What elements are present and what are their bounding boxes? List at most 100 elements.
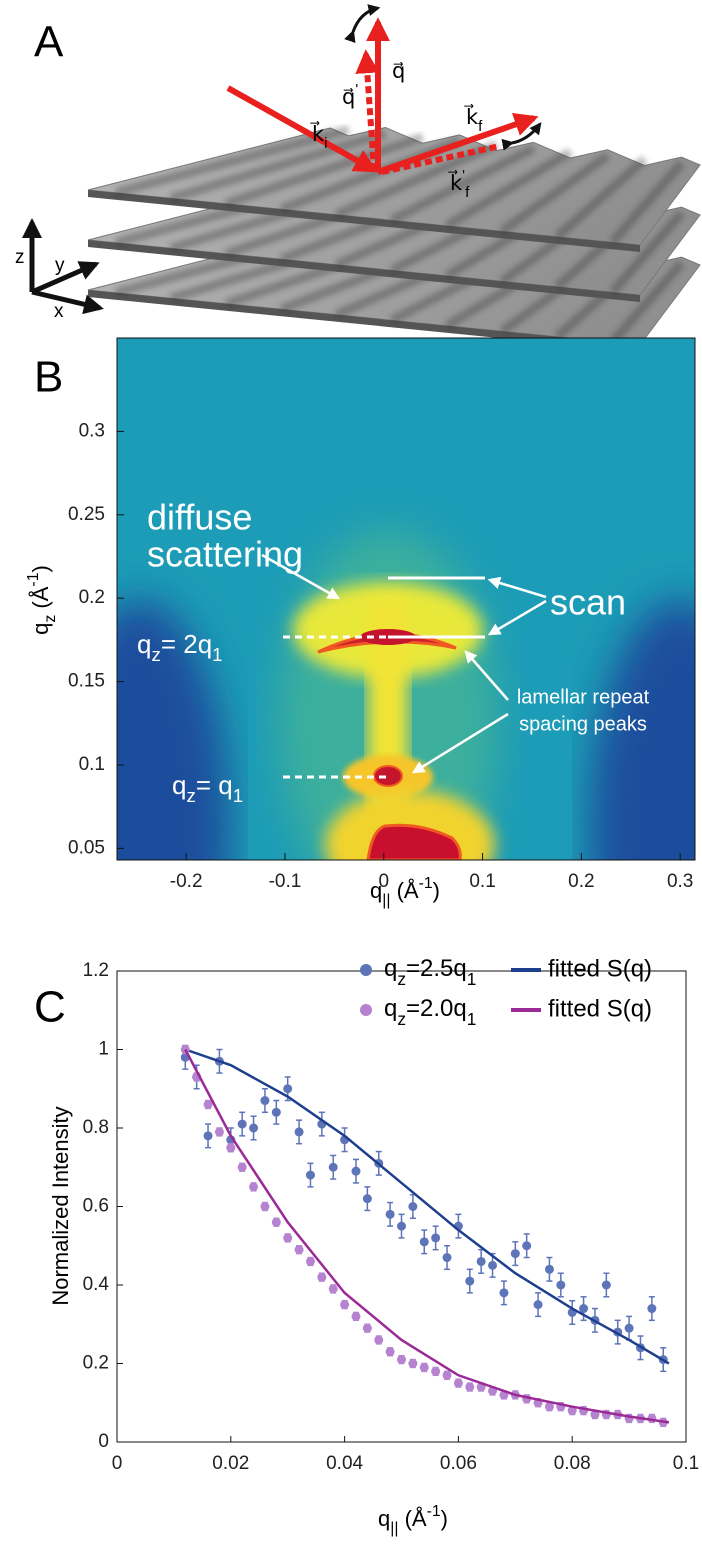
- panel-label: C: [34, 983, 66, 1032]
- marker: [260, 1096, 270, 1106]
- marker: [362, 1323, 372, 1333]
- text-part: f: [478, 118, 483, 135]
- marker: [465, 1382, 475, 1392]
- marker: [214, 1127, 224, 1137]
- text-part: ): [28, 565, 53, 572]
- marker: [590, 1410, 600, 1420]
- x-tick-label: 0.1: [673, 1453, 699, 1474]
- x-tick-label: 0.3: [667, 871, 693, 892]
- marker: [385, 1347, 395, 1357]
- text-part: q: [384, 955, 397, 982]
- panel-label: A: [34, 18, 64, 67]
- kf-label: k⃗f: [464, 104, 483, 135]
- text-part: -1: [427, 1503, 441, 1520]
- sheet-ridge: [609, 160, 685, 246]
- low-intensity: [117, 600, 230, 860]
- sheet-ridge: [609, 260, 685, 346]
- marker: [419, 1362, 429, 1372]
- pointer: [464, 650, 509, 701]
- marker: [556, 1280, 566, 1290]
- x-tick-label: 0: [112, 1453, 123, 1474]
- x-tick-label: 0.08: [554, 1453, 591, 1474]
- marker: [397, 1355, 406, 1365]
- text-part: q⃗: [342, 86, 355, 109]
- text-part: q: [172, 770, 186, 800]
- marker: [533, 1300, 543, 1310]
- y-tick-label: 0.3: [79, 420, 105, 441]
- scatter-panel: 0 0.02 0.04 0.06 0.08 0.100.20.40.60.811.2q||…: [48, 955, 699, 1536]
- legend-marker: [360, 1004, 372, 1016]
- text-part: 1: [467, 969, 477, 989]
- panel-label: B: [34, 353, 63, 402]
- marker: [249, 1182, 259, 1192]
- x-axis: [31, 289, 104, 315]
- annotation: qz= q1: [172, 770, 243, 807]
- sheet-ridge: [169, 129, 387, 203]
- marker: [351, 1166, 361, 1176]
- marker: [476, 1256, 486, 1266]
- text-part: 1: [467, 1009, 477, 1029]
- text-part: z: [42, 615, 59, 623]
- text-part: =2.0q: [406, 995, 467, 1022]
- kf-prime-arrow: [381, 143, 501, 175]
- y-tick-label: 1.2: [83, 960, 109, 981]
- marker: [351, 1311, 361, 1321]
- text-part: = q: [196, 770, 233, 800]
- marker: [624, 1323, 634, 1333]
- text-part: ': [462, 167, 465, 184]
- text-part: f: [465, 184, 470, 201]
- marker: [579, 1304, 589, 1314]
- legend-label: fitted S(q): [548, 995, 652, 1022]
- peak-q1: [373, 765, 403, 787]
- marker: [647, 1304, 657, 1314]
- y-axis-label: qz (Å-1): [25, 565, 59, 635]
- marker: [499, 1288, 509, 1298]
- marker: [283, 1233, 293, 1243]
- text-part: z: [186, 785, 195, 806]
- legend-label: qz=2.5q1: [384, 955, 476, 988]
- text-part: z: [397, 969, 406, 989]
- text-part: (Å: [28, 586, 53, 614]
- text-part: -1: [419, 875, 433, 892]
- sheet-edge: [88, 290, 640, 352]
- marker: [271, 1107, 281, 1117]
- marker: [328, 1284, 338, 1294]
- low-intensity: [590, 600, 695, 860]
- text-part: =2.5q: [406, 955, 467, 982]
- y-tick-label: 0.8: [83, 1117, 109, 1138]
- marker: [419, 1237, 429, 1247]
- pointer: [411, 712, 509, 774]
- marker: [237, 1119, 247, 1129]
- annotation: lamellar repeat: [517, 686, 650, 708]
- sheet-ridge: [499, 152, 611, 235]
- marker: [544, 1402, 554, 1412]
- annotation: spacing peaks: [519, 713, 647, 735]
- marker: [397, 1221, 406, 1231]
- marker: [340, 1300, 350, 1310]
- membrane-sheets: [87, 125, 701, 352]
- text-part: q: [384, 995, 397, 1022]
- sheet-edge: [88, 240, 640, 302]
- x-tick-label: 0.1: [469, 871, 495, 892]
- axis-name: z: [15, 247, 25, 268]
- text-part: ': [355, 81, 358, 98]
- y-tick-label: 1: [98, 1039, 109, 1060]
- text-part: q⃗: [392, 60, 405, 83]
- y-axis: [30, 261, 100, 295]
- q-prime-label: q⃗': [342, 81, 358, 109]
- marker: [328, 1162, 338, 1172]
- pointer: [487, 599, 547, 636]
- marker: [385, 1209, 395, 1219]
- marker: [488, 1260, 498, 1270]
- heatmap-panel: -0.2 -0.1 0 0.1 0.2 0.3 0.05 0.1 0.15 0.2 0.25 0.3 q…: [25, 337, 696, 909]
- marker: [203, 1131, 213, 1141]
- text-part: ||: [390, 1520, 398, 1537]
- text-part: q: [370, 878, 382, 903]
- marker: [431, 1366, 441, 1376]
- pointer: [261, 553, 341, 600]
- marker: [226, 1143, 236, 1153]
- text-part: 1: [233, 785, 243, 806]
- marker: [522, 1241, 532, 1251]
- marker: [271, 1217, 281, 1227]
- marker: [294, 1245, 304, 1255]
